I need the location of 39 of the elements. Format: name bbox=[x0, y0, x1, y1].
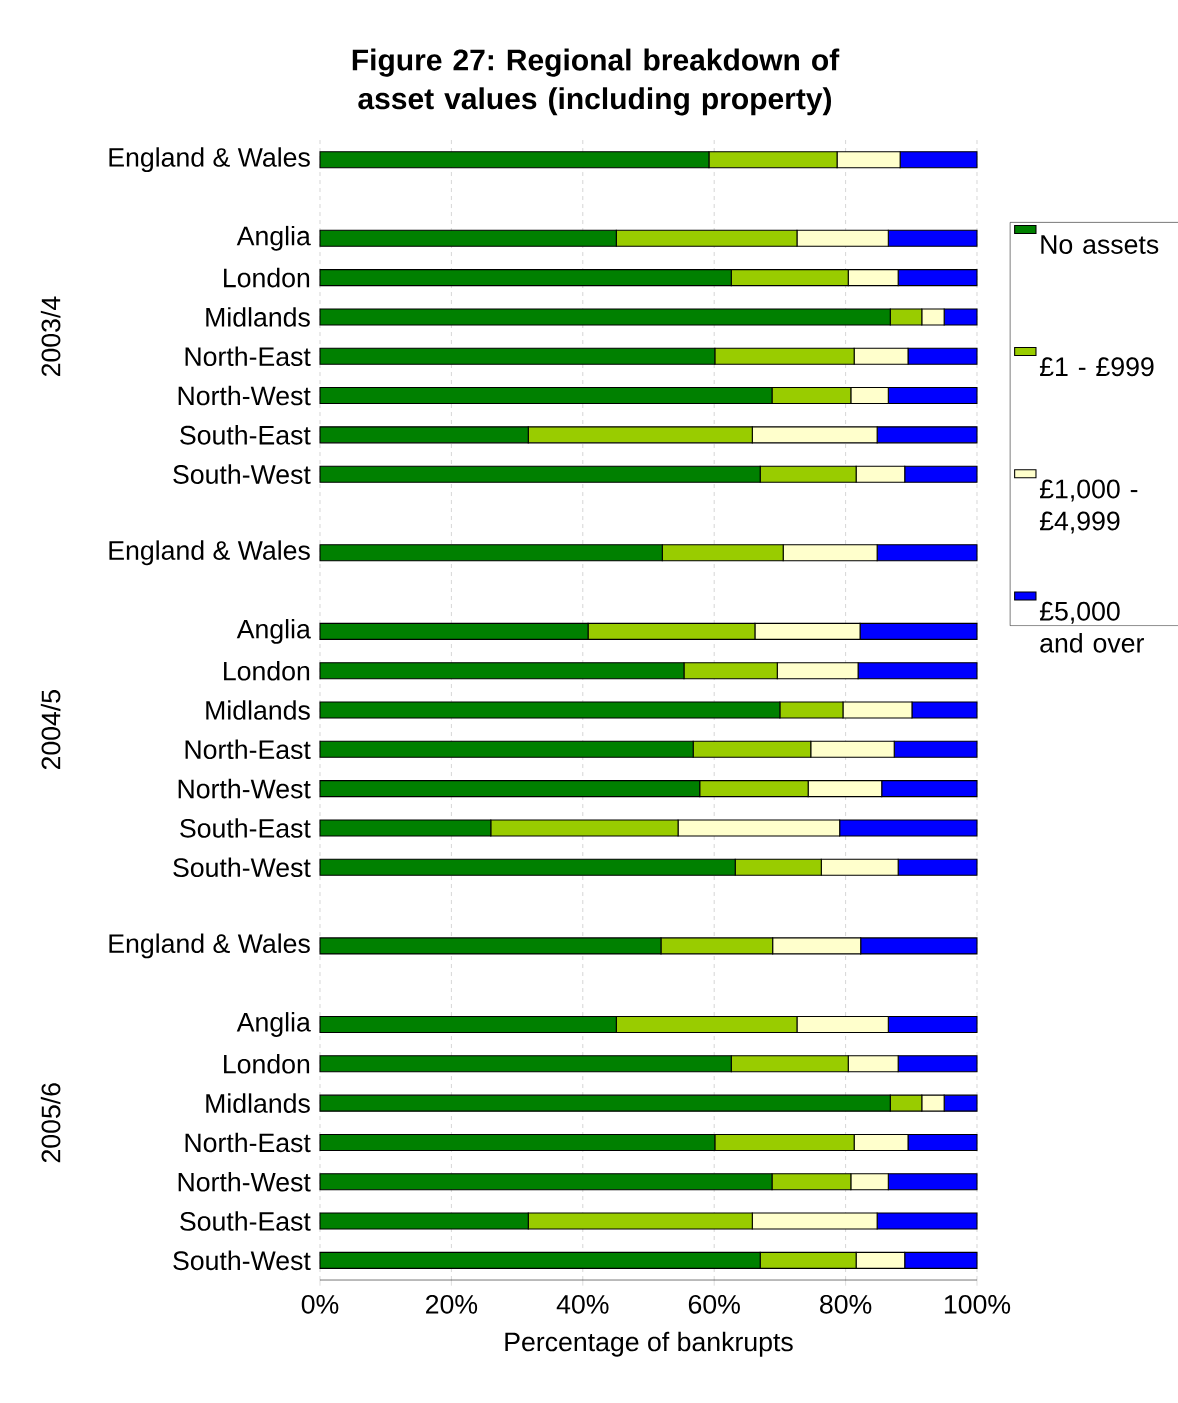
text: 2005/6 bbox=[40, 1083, 61, 1163]
legend-label: £5,000 and over bbox=[1039, 601, 1144, 653]
y-tick-label: England & Wales bbox=[109, 540, 310, 566]
y-tick-label: Anglia bbox=[236, 1012, 311, 1037]
y-tick-label: North-East bbox=[185, 739, 311, 760]
y-tick-label: Midlands bbox=[206, 700, 310, 720]
x-tick-label: 60% bbox=[688, 1294, 740, 1314]
y-tick-label: Midlands bbox=[206, 1093, 310, 1113]
y-tick-label: South-East bbox=[180, 1211, 311, 1231]
y-tick-label: North-East bbox=[185, 346, 311, 367]
y-tick-label: Anglia bbox=[236, 618, 311, 644]
y-tick-label: North-East bbox=[185, 1132, 311, 1153]
y-tick-label: North-West bbox=[178, 1171, 311, 1192]
y-tick-label: North-West bbox=[178, 778, 311, 799]
y-tick-label: Midlands bbox=[206, 307, 310, 327]
legend-label: £1 - £999 bbox=[1039, 357, 1154, 377]
x-tick-label: 20% bbox=[426, 1294, 478, 1314]
y-tick-label: South-West bbox=[173, 857, 311, 878]
y-tick-label: London bbox=[224, 660, 310, 681]
y-tick-label: South-East bbox=[180, 425, 311, 445]
x-tick-label: 80% bbox=[820, 1294, 872, 1314]
x-tick-label: 100% bbox=[944, 1294, 1011, 1314]
y-tick-label: South-East bbox=[180, 818, 311, 838]
y-tick-label: London bbox=[224, 1054, 310, 1074]
chart-title: Figure 27: Regional breakdown of asset values (including property) bbox=[352, 48, 840, 116]
y-tick-label: England & Wales bbox=[109, 147, 310, 173]
x-tick-label: 0% bbox=[301, 1294, 339, 1314]
y-tick-label: London bbox=[224, 267, 310, 288]
text: 2003/4 bbox=[40, 296, 61, 377]
y-tick-label: South-West bbox=[173, 1250, 311, 1271]
y-tick-label: Anglia bbox=[236, 225, 311, 251]
y-tick-label: South-West bbox=[173, 464, 311, 484]
x-tick-label: 40% bbox=[556, 1294, 609, 1314]
y-tick-label: North-West bbox=[178, 385, 311, 406]
text: 2004/5 bbox=[40, 690, 61, 770]
legend-label: £1,000 - £4,999 bbox=[1039, 479, 1138, 534]
x-axis-title: Percentage of bankrupts bbox=[505, 1331, 793, 1357]
y-tick-label: England & Wales bbox=[109, 933, 310, 959]
legend-label: No assets bbox=[1041, 235, 1159, 254]
